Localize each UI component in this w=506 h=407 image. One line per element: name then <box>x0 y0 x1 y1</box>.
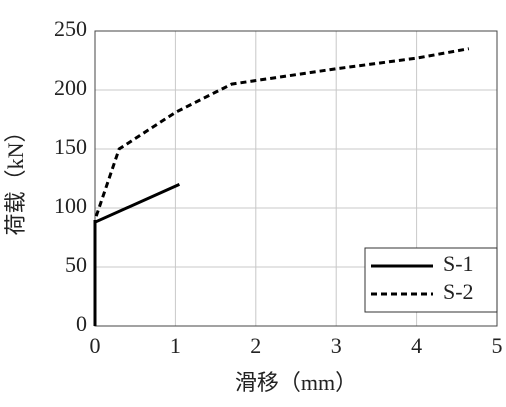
x-tick-label: 5 <box>492 333 503 358</box>
y-tick-label: 100 <box>54 193 87 218</box>
y-tick-label: 0 <box>76 311 87 336</box>
x-tick-label: 4 <box>411 333 422 358</box>
x-tick-label: 3 <box>331 333 342 358</box>
x-axis-label: 滑移（mm） <box>235 370 357 395</box>
line <box>93 47 470 326</box>
legend-box <box>364 247 498 313</box>
y-tick-label: 250 <box>54 16 87 41</box>
x-tick-label: 1 <box>170 333 181 358</box>
x-tick-label: 2 <box>250 333 261 358</box>
y-tick-label: 150 <box>54 134 87 159</box>
legend-label: S-1 <box>443 251 474 276</box>
y-axis-label: 荷载（kN） <box>3 121 28 236</box>
plot-frame <box>94 30 498 327</box>
x-tick-label: 0 <box>90 333 101 358</box>
legend-label: S-2 <box>443 279 474 304</box>
line <box>93 183 181 326</box>
y-tick-label: 50 <box>65 252 87 277</box>
y-tick-label: 200 <box>54 75 87 100</box>
